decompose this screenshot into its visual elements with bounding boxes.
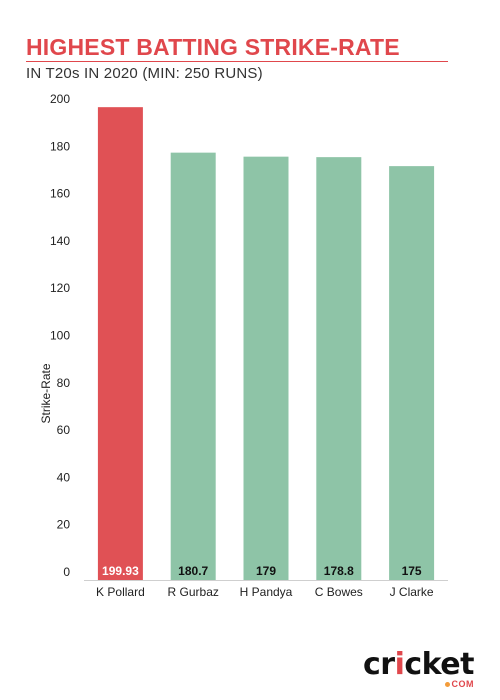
y-axis-label: Strike-Rate — [39, 363, 53, 423]
bar — [97, 107, 143, 580]
bar-value-label: 175 — [402, 564, 422, 578]
x-tick-label: H Pandya — [240, 585, 293, 599]
x-tick-label: K Pollard — [96, 585, 145, 599]
y-tick-label: 140 — [50, 234, 70, 248]
y-tick-label: 160 — [50, 187, 70, 201]
chart-subtitle: IN T20s IN 2020 (MIN: 250 RUNS) — [26, 65, 263, 82]
y-tick-label: 100 — [50, 329, 70, 343]
bar — [243, 156, 289, 581]
logo-dot-icon — [444, 682, 450, 688]
bars-group: 199.93 180.7 179 178.8 175 — [97, 107, 435, 581]
cricket-com-logo: cricket — [363, 647, 474, 682]
logo-sub-text: COM — [444, 679, 475, 689]
bar — [316, 157, 362, 580]
y-tick-label: 0 — [63, 565, 70, 579]
y-tick-label: 20 — [57, 518, 71, 532]
y-tick-label: 40 — [57, 470, 71, 484]
y-tick-label: 80 — [57, 376, 71, 390]
y-tick-label: 120 — [50, 281, 70, 295]
x-tick-label: J Clarke — [390, 585, 434, 599]
bar-value-label: 199.93 — [102, 564, 139, 578]
y-axis: 0 20 40 60 80 100 120 140 160 180 200 — [50, 92, 70, 579]
bar — [170, 152, 216, 580]
x-tick-label: C Bowes — [315, 585, 363, 599]
y-tick-label: 60 — [57, 423, 71, 437]
bar — [389, 166, 435, 580]
y-tick-label: 200 — [50, 92, 70, 106]
x-axis: K Pollard R Gurbaz H Pandya C Bowes J Clarke — [96, 585, 434, 599]
x-tick-label: R Gurbaz — [168, 585, 219, 599]
title-underline — [26, 61, 448, 62]
bar-value-label: 180.7 — [178, 564, 208, 578]
y-tick-label: 180 — [50, 139, 70, 153]
bar-value-label: 178.8 — [324, 564, 354, 578]
chart-title: HIGHEST BATTING STRIKE-RATE — [26, 34, 400, 60]
bar-value-label: 179 — [256, 564, 276, 578]
